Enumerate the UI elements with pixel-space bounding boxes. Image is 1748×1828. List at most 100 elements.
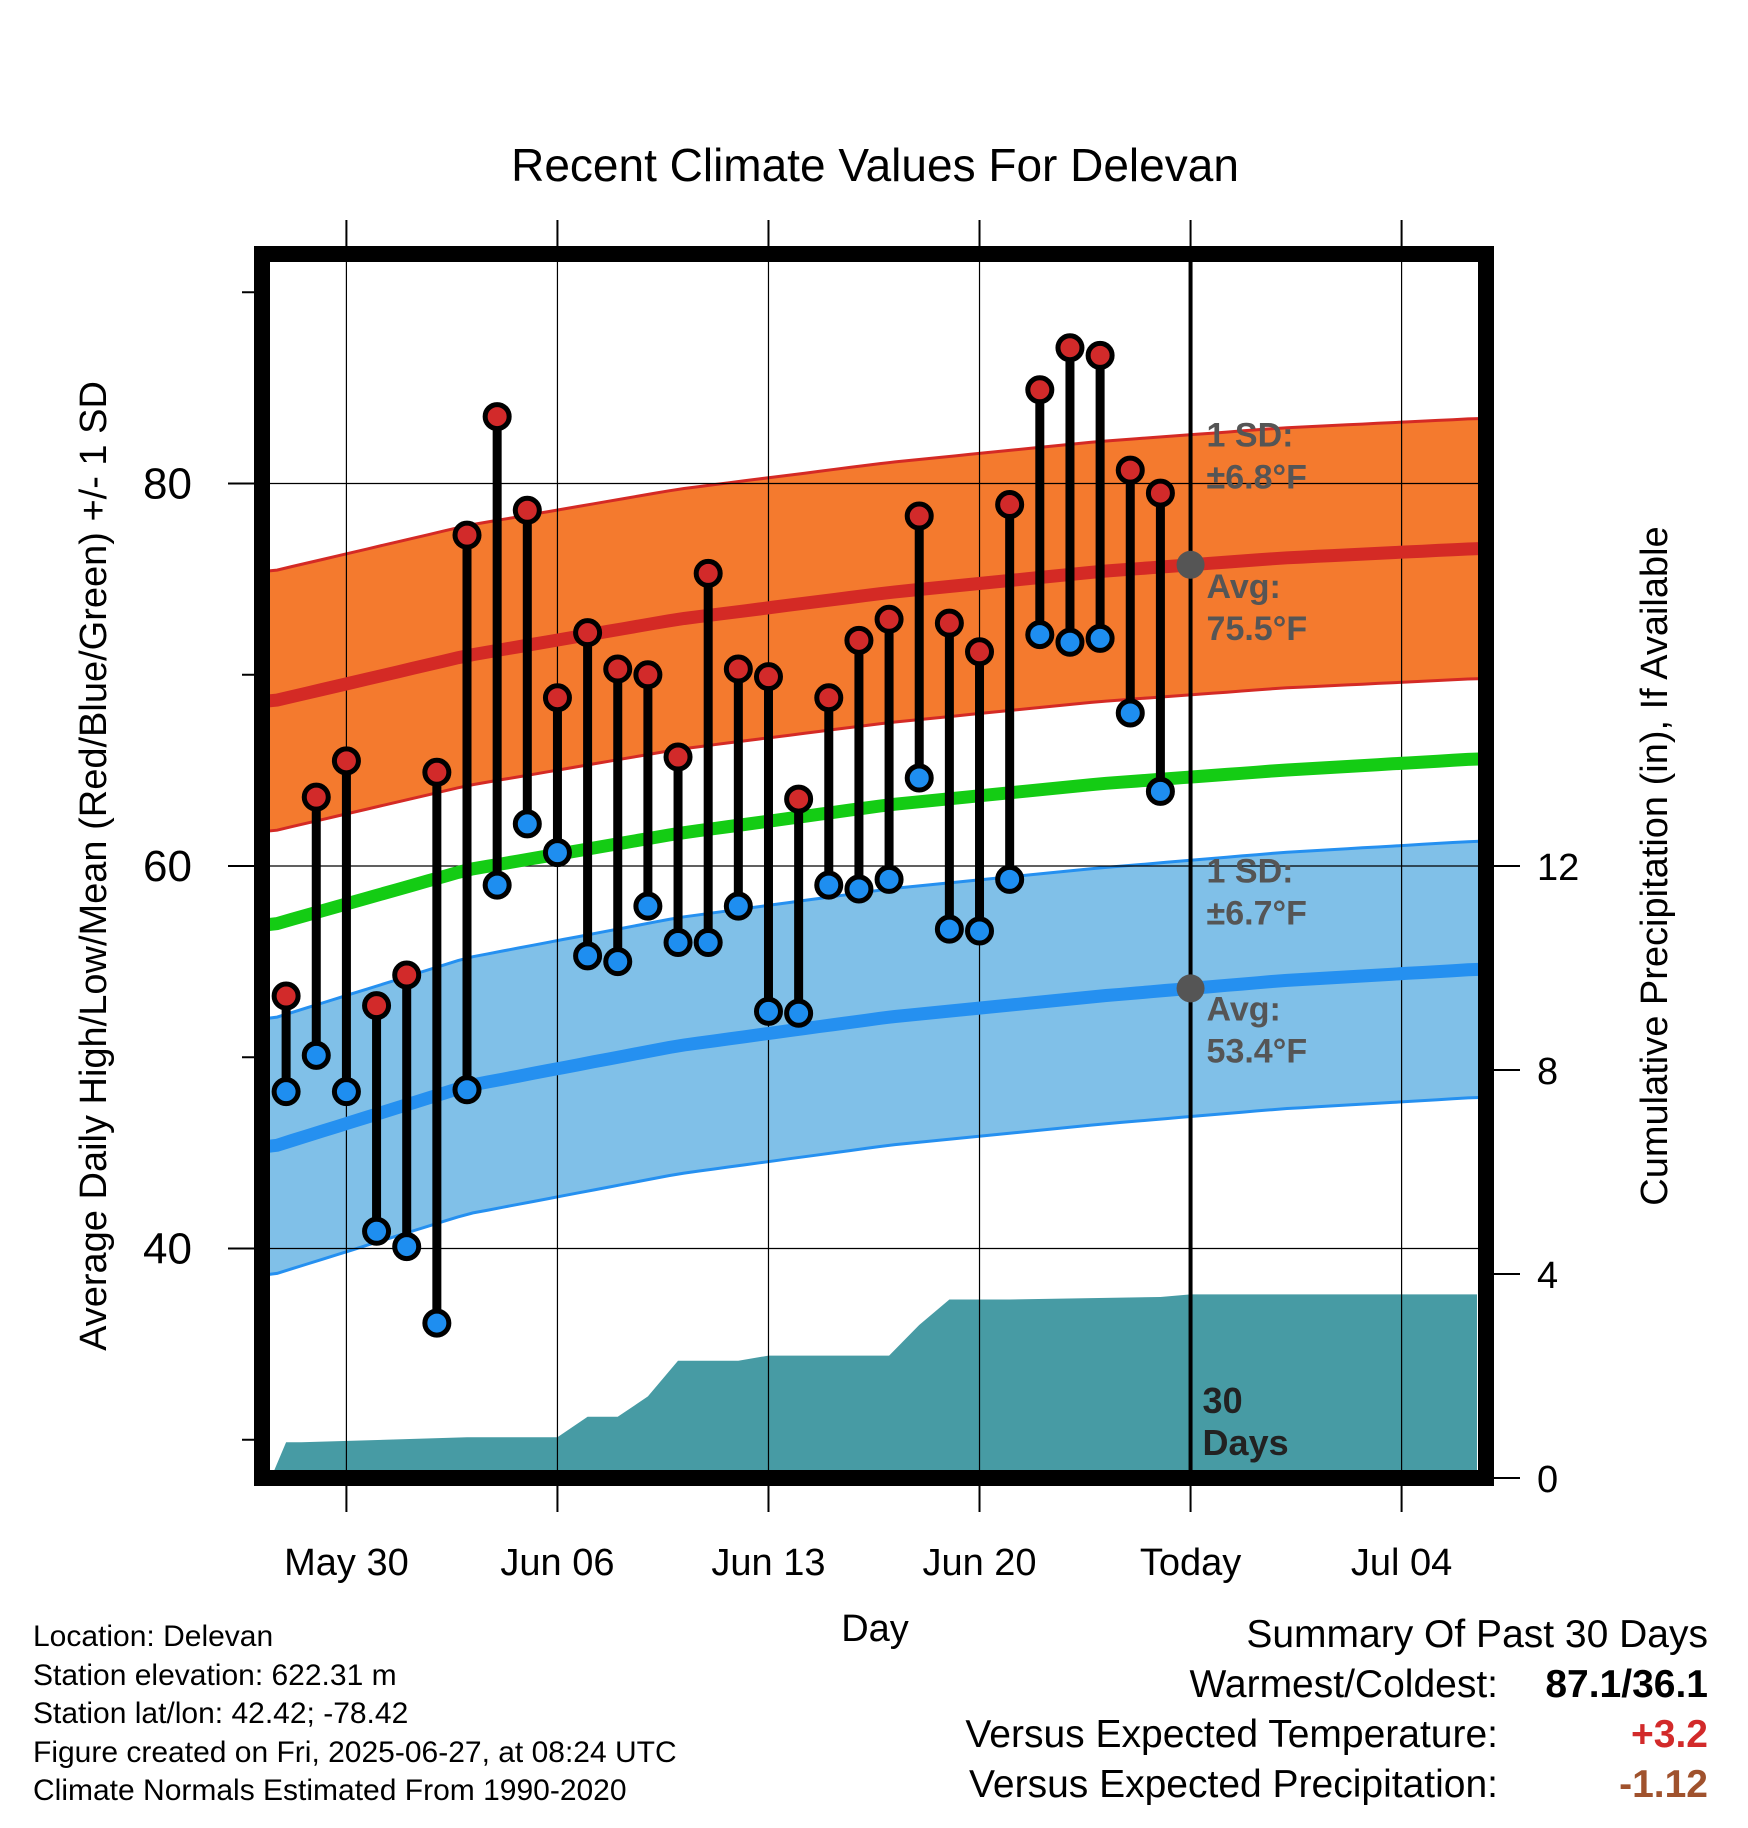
daily-high-point bbox=[723, 654, 753, 684]
latlon-text: Station lat/lon: 42.42; -78.42 bbox=[33, 1697, 409, 1730]
y2-tick-label: 8 bbox=[1537, 1051, 1558, 1093]
high-avg-label: Avg: bbox=[1207, 568, 1281, 606]
high-sd-label: 1 SD: bbox=[1207, 417, 1294, 455]
summary-panel: Summary Of Past 30 Days Warmest/Coldest:… bbox=[965, 1610, 1708, 1810]
daily-high-point bbox=[482, 402, 512, 432]
today-high-avg-marker bbox=[1176, 550, 1205, 579]
location-text: Location: Delevan bbox=[33, 1620, 274, 1653]
elevation-text: Station elevation: 622.31 m bbox=[33, 1658, 397, 1692]
daily-high-point bbox=[904, 501, 934, 531]
value-separator: / bbox=[1621, 1663, 1633, 1706]
normal-low-band bbox=[262, 841, 1483, 1276]
daily-low-point bbox=[542, 838, 572, 868]
temp-departure-value: +3.2 bbox=[1631, 1713, 1708, 1756]
daily-high-point bbox=[573, 618, 603, 648]
daily-high-point bbox=[814, 683, 844, 713]
y2-tick-label: 4 bbox=[1537, 1255, 1558, 1297]
days-count-label: 30 bbox=[1203, 1380, 1243, 1421]
warmest-value: 87.1 bbox=[1545, 1663, 1622, 1706]
created-text: Figure created on Fri, 2025-06-27, at 08… bbox=[33, 1735, 677, 1769]
daily-high-point bbox=[1025, 375, 1055, 405]
daily-high-point bbox=[995, 490, 1025, 520]
y-axis-label: Average Daily High/Low/Mean (Red/Blue/Gr… bbox=[73, 381, 115, 1351]
x-tick-label: Jun 13 bbox=[711, 1542, 825, 1584]
x-tick-label: Jul 04 bbox=[1351, 1542, 1452, 1584]
daily-low-point bbox=[784, 998, 814, 1028]
x-tick-label: Jun 06 bbox=[500, 1542, 614, 1584]
daily-low-point bbox=[693, 928, 723, 957]
daily-high-point bbox=[422, 757, 452, 787]
daily-low-point bbox=[723, 891, 753, 921]
summary-precip: Versus Expected Precipitation: -1.12 bbox=[965, 1760, 1708, 1810]
daily-low-point bbox=[1145, 776, 1175, 806]
x-axis-label: Day bbox=[841, 1608, 909, 1650]
days-word-label: Days bbox=[1203, 1422, 1289, 1463]
daily-low-point bbox=[1025, 620, 1055, 650]
daily-low-point bbox=[452, 1075, 482, 1105]
y2-tick-label: 0 bbox=[1537, 1459, 1558, 1501]
daily-high-point bbox=[874, 604, 904, 634]
daily-low-point bbox=[1115, 698, 1145, 728]
daily-high-point bbox=[362, 991, 392, 1021]
normal-high-band bbox=[262, 418, 1483, 832]
daily-high-point bbox=[512, 495, 542, 525]
daily-high-point bbox=[965, 637, 995, 667]
daily-low-point bbox=[512, 809, 542, 839]
temp-departure-label: Versus Expected Temperature: bbox=[965, 1713, 1498, 1756]
chart-title: Recent Climate Values For Delevan bbox=[511, 139, 1239, 191]
daily-high-point bbox=[753, 662, 783, 692]
daily-low-point bbox=[633, 891, 663, 921]
high-sd-value: ±6.8°F bbox=[1207, 459, 1307, 497]
normal-low-lower-edge bbox=[262, 1095, 1484, 1277]
daily-high-point bbox=[693, 558, 723, 588]
daily-low-point bbox=[814, 870, 844, 900]
daily-low-point bbox=[995, 864, 1025, 894]
daily-high-point bbox=[1055, 333, 1085, 363]
low-avg-label: Avg: bbox=[1207, 990, 1281, 1028]
daily-low-point bbox=[331, 1077, 361, 1107]
daily-high-point bbox=[301, 782, 331, 812]
daily-low-point bbox=[603, 947, 633, 977]
daily-low-point bbox=[934, 914, 964, 944]
daily-low-point bbox=[301, 1040, 331, 1070]
daily-low-point bbox=[392, 1232, 422, 1262]
x-tick-label: Jun 20 bbox=[922, 1542, 1036, 1584]
y2-axis-label: Cumulative Precipitation (in), If Availa… bbox=[1634, 526, 1676, 1205]
daily-low-point bbox=[844, 874, 874, 904]
y-tick-label: 60 bbox=[143, 842, 192, 891]
warmest-coldest-label: Warmest/Coldest: bbox=[1189, 1663, 1498, 1706]
precip-departure-label: Versus Expected Precipitation: bbox=[969, 1763, 1498, 1806]
daily-high-point bbox=[603, 654, 633, 684]
daily-high-point bbox=[1085, 340, 1115, 370]
daily-low-point bbox=[904, 763, 934, 793]
x-tick-label: Today bbox=[1140, 1542, 1241, 1584]
daily-high-point bbox=[1115, 455, 1145, 485]
daily-low-point bbox=[1055, 627, 1085, 657]
daily-high-point bbox=[392, 960, 422, 990]
daily-low-point bbox=[573, 941, 603, 971]
coldest-value: 36.1 bbox=[1632, 1663, 1708, 1706]
normals-text: Climate Normals Estimated From 1990-2020 bbox=[33, 1774, 627, 1807]
daily-low-point bbox=[422, 1308, 452, 1338]
daily-low-point bbox=[271, 1077, 301, 1107]
low-sd-label: 1 SD: bbox=[1207, 852, 1294, 890]
daily-low-point bbox=[1085, 623, 1115, 653]
daily-high-point bbox=[633, 660, 663, 690]
daily-high-point bbox=[1145, 478, 1175, 508]
precip-area bbox=[271, 1294, 1477, 1478]
summary-temp: Versus Expected Temperature: +3.2 bbox=[965, 1710, 1708, 1760]
y-tick-label: 40 bbox=[143, 1225, 192, 1274]
station-info: Location: Delevan Station elevation: 622… bbox=[33, 1618, 677, 1811]
daily-low-point bbox=[874, 864, 904, 894]
daily-high-point bbox=[784, 784, 814, 814]
low-sd-value: ±6.7°F bbox=[1207, 894, 1307, 932]
precip-departure-value: -1.12 bbox=[1619, 1763, 1708, 1806]
daily-high-point bbox=[934, 608, 964, 638]
today-low-avg-marker bbox=[1176, 974, 1205, 1003]
daily-low-point bbox=[965, 916, 995, 946]
warmest-coldest-value: 87.1/36.1 bbox=[1518, 1660, 1708, 1710]
daily-low-point bbox=[753, 996, 783, 1026]
high-avg-value: 75.5°F bbox=[1207, 610, 1308, 648]
daily-high-point bbox=[542, 683, 572, 713]
y2-tick-label: 12 bbox=[1537, 847, 1579, 889]
